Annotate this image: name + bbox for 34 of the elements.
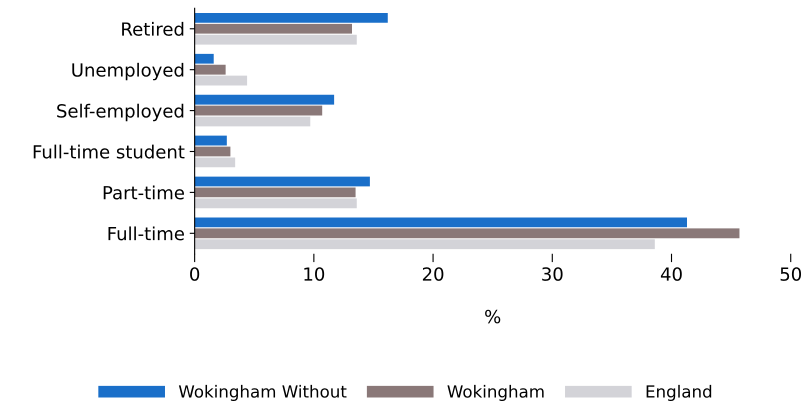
y-tick-label: Unemployed	[72, 62, 184, 80]
x-tick-label: 40	[660, 267, 682, 281]
bar	[194, 94, 334, 105]
legend-label: England	[646, 384, 712, 401]
bar	[194, 176, 370, 186]
y-tick-label: Self-employed	[57, 104, 184, 122]
x-tick-label: 50	[780, 267, 802, 281]
bar	[194, 146, 230, 156]
bar	[194, 136, 227, 146]
x-tick-label: 30	[542, 267, 563, 281]
bar	[194, 217, 688, 228]
bar	[194, 76, 248, 86]
bar	[194, 157, 236, 168]
bar	[194, 228, 740, 238]
y-tick-label: Part-time	[104, 186, 184, 200]
x-axis-title: %	[485, 310, 500, 324]
y-tick-label: Full-time student	[34, 144, 184, 159]
y-tick-label: Full-time	[108, 226, 184, 240]
y-tick-label: Retired	[122, 22, 184, 36]
bar	[194, 187, 356, 198]
bar	[194, 54, 214, 64]
legend-label: Wokingham Without	[178, 384, 346, 401]
x-tick-label: 20	[422, 267, 444, 281]
x-tick-label: 10	[304, 267, 324, 281]
bar	[194, 239, 655, 250]
bar	[194, 24, 352, 34]
bar	[194, 106, 322, 116]
x-tick-label: 0	[190, 267, 200, 281]
bar	[194, 116, 310, 126]
bar	[194, 64, 226, 75]
bar	[194, 198, 357, 208]
legend-label: Wokingham	[447, 384, 544, 401]
bar	[194, 34, 357, 45]
bar	[194, 12, 388, 23]
